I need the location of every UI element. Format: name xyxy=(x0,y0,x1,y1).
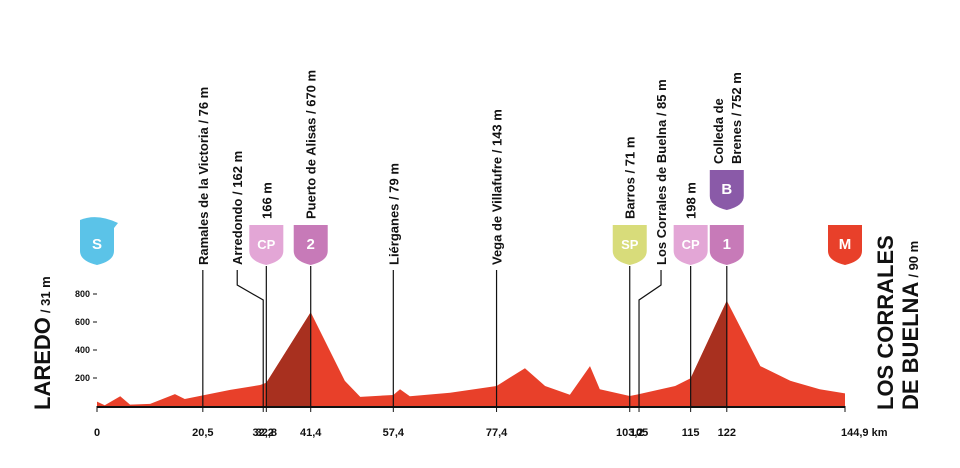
badge-label: CP xyxy=(257,237,275,252)
badge xyxy=(293,225,328,265)
badge xyxy=(80,225,114,265)
x-tick-label: 144,9 km xyxy=(841,427,888,439)
waypoint-label: Vega de Villafufre / 143 m xyxy=(490,109,505,265)
x-tick-label: 41,4 xyxy=(300,427,322,439)
y-tick-label: 200 xyxy=(75,373,90,383)
badge xyxy=(709,170,744,210)
y-tick-label: 800 xyxy=(75,289,90,299)
badge xyxy=(612,225,647,265)
leader-line xyxy=(236,270,264,406)
waypoint-label: 166 m xyxy=(259,182,274,219)
badge-label: 2 xyxy=(307,236,315,253)
climb-shade xyxy=(266,300,311,406)
finish-label: LOS CORRALES xyxy=(873,235,898,410)
waypoint-label: Barros / 71 m xyxy=(623,137,638,219)
badge-label: 1 xyxy=(723,236,731,253)
badge xyxy=(249,225,284,265)
start-label: LAREDO / 31 m xyxy=(30,276,55,410)
badge-label: B xyxy=(721,181,732,198)
x-tick-label: 105 xyxy=(630,427,648,439)
x-tick-label: 77,4 xyxy=(486,427,508,439)
badge-label: M xyxy=(839,236,852,253)
x-tick-label: 32,2 xyxy=(253,427,274,439)
finish-elevation: / 90 m xyxy=(906,241,921,278)
waypoint-label: Brenes / 752 m xyxy=(729,72,744,164)
waypoint-label: Liérganes / 79 m xyxy=(386,163,401,265)
waypoint-label: Colleda de xyxy=(711,98,726,164)
waypoint-label: 198 m xyxy=(684,182,699,219)
badge-label: S xyxy=(92,236,102,253)
waypoint-label: Arredondo / 162 m xyxy=(230,151,245,265)
finish-name: LOS CORRALES xyxy=(873,235,898,410)
start-name: LAREDO xyxy=(30,317,55,410)
badge-flag xyxy=(80,217,118,228)
x-tick-label: 122 xyxy=(718,427,736,439)
x-tick-label: 20,5 xyxy=(192,427,213,439)
leader-line xyxy=(638,270,662,406)
waypoint-label: Los Corrales de Buelna / 85 m xyxy=(654,79,669,265)
x-tick-label: 57,4 xyxy=(383,427,405,439)
badge xyxy=(673,225,708,265)
x-tick-label: 103,2 xyxy=(616,427,644,439)
climb-shade xyxy=(690,300,727,406)
start-elevation: / 31 m xyxy=(38,276,53,313)
finish-label: DE BUELNA / 90 m xyxy=(898,241,923,410)
y-tick-label: 400 xyxy=(75,345,90,355)
badge xyxy=(828,225,862,265)
y-tick-label: 600 xyxy=(75,317,90,327)
x-tick-label: 0 xyxy=(94,427,100,439)
waypoint-label: Puerto de Alisas / 670 m xyxy=(304,70,319,219)
elevation-area xyxy=(97,300,845,406)
x-tick-label: 115 xyxy=(682,427,700,439)
finish-name: DE BUELNA xyxy=(898,282,923,410)
x-tick-label: 32,8 xyxy=(256,427,277,439)
waypoint-label: Ramales de la Victoria / 76 m xyxy=(196,87,211,265)
badge-label: SP xyxy=(621,237,639,252)
badge-label: CP xyxy=(682,237,700,252)
badge xyxy=(709,225,744,265)
